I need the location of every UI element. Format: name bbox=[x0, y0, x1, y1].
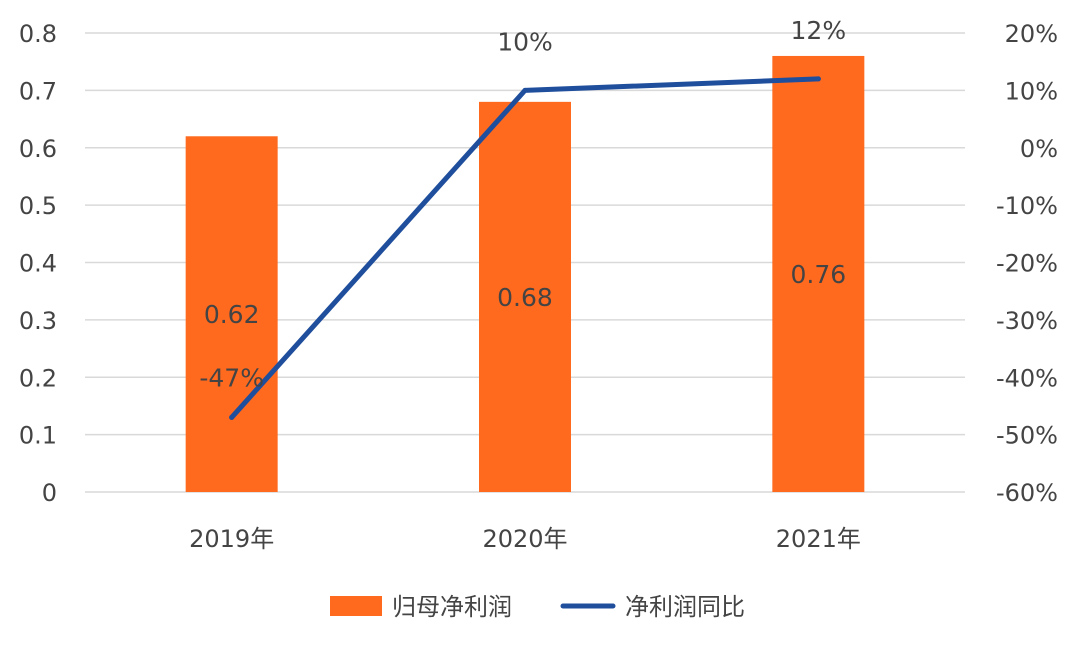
right-tick-label: -60% bbox=[996, 479, 1058, 507]
left-tick-label: 0.6 bbox=[19, 135, 57, 163]
category-label: 2021年 bbox=[776, 525, 861, 553]
category-labels: 2019年 2020年 2021年 bbox=[189, 525, 861, 553]
legend: 归母净利润 净利润同比 bbox=[330, 593, 745, 621]
line-point bbox=[815, 76, 821, 82]
line-point bbox=[229, 414, 235, 420]
right-tick-label: -20% bbox=[996, 250, 1058, 278]
bar bbox=[772, 55, 865, 492]
bar-data-labels: 0.62 0.68 0.76 bbox=[204, 260, 846, 329]
right-axis-ticks: -60% -50% -40% -30% -20% -10% 0% 10% 20% bbox=[996, 20, 1058, 507]
right-tick-label: 0% bbox=[1020, 135, 1058, 163]
bar-series bbox=[185, 55, 865, 492]
left-tick-label: 0.5 bbox=[19, 192, 57, 220]
right-tick-label: 10% bbox=[1005, 77, 1058, 105]
category-label: 2019年 bbox=[189, 525, 274, 553]
line-value-label: 12% bbox=[791, 16, 847, 45]
line-data-labels: -47% 10% 12% bbox=[199, 16, 846, 393]
bar-value-label: 0.62 bbox=[204, 300, 260, 329]
left-tick-label: 0.8 bbox=[19, 20, 57, 48]
right-tick-label: 20% bbox=[1005, 20, 1058, 48]
line-value-label: -47% bbox=[199, 363, 264, 392]
bar bbox=[185, 136, 278, 492]
right-tick-label: -40% bbox=[996, 364, 1058, 392]
bar-value-label: 0.68 bbox=[497, 283, 553, 312]
line-point bbox=[522, 87, 528, 93]
legend-bar-swatch bbox=[330, 596, 382, 616]
left-tick-label: 0.2 bbox=[19, 364, 57, 392]
left-tick-label: 0 bbox=[42, 479, 57, 507]
right-tick-label: -10% bbox=[996, 192, 1058, 220]
left-tick-label: 0.7 bbox=[19, 77, 57, 105]
legend-bar-label: 归母净利润 bbox=[392, 593, 512, 621]
right-tick-label: -50% bbox=[996, 422, 1058, 450]
bar-value-label: 0.76 bbox=[790, 260, 846, 289]
left-axis-ticks: 0 0.1 0.2 0.3 0.4 0.5 0.6 0.7 0.8 bbox=[19, 20, 57, 507]
right-tick-label: -30% bbox=[996, 307, 1058, 335]
bar bbox=[479, 101, 571, 492]
left-tick-label: 0.1 bbox=[19, 422, 57, 450]
left-tick-label: 0.3 bbox=[19, 307, 57, 335]
category-label: 2020年 bbox=[482, 525, 567, 553]
line-series bbox=[229, 76, 821, 420]
legend-line-label: 净利润同比 bbox=[625, 593, 745, 621]
line-value-label: 10% bbox=[497, 27, 553, 56]
left-tick-label: 0.4 bbox=[19, 250, 57, 278]
